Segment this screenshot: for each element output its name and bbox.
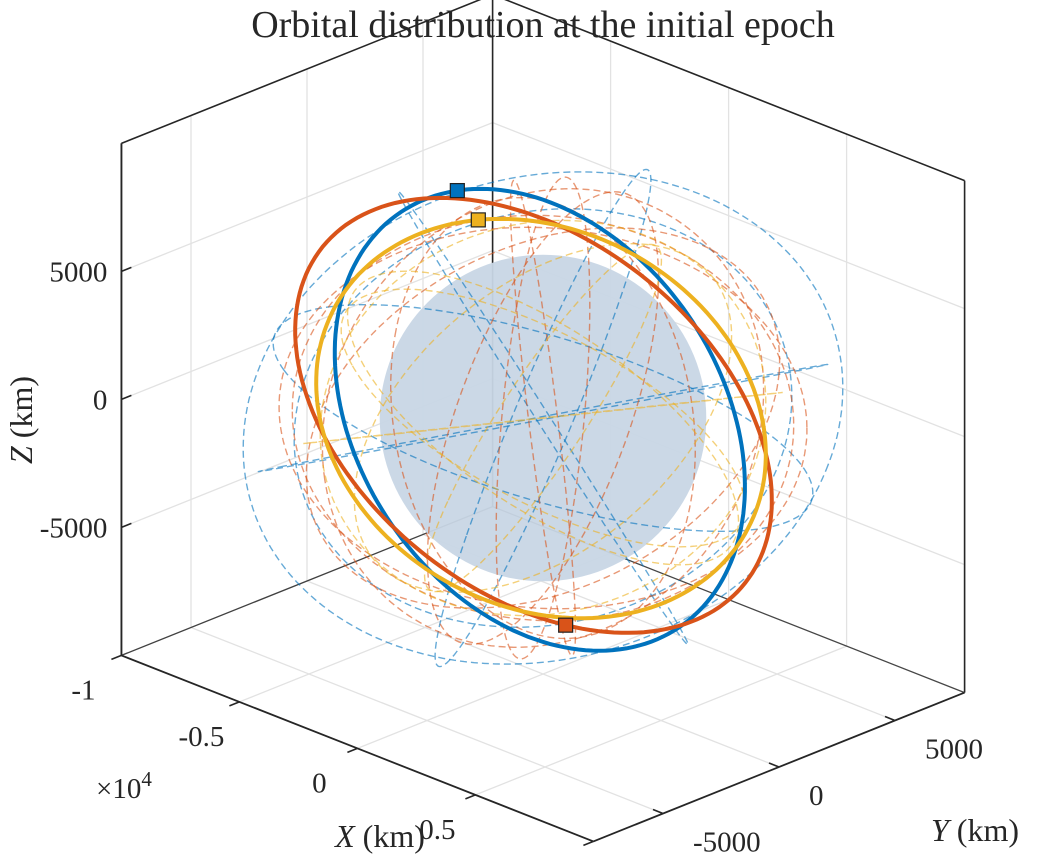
y-tick-label: 0 [809, 780, 824, 812]
grid-line [190, 626, 664, 815]
z-tick-label: 0 [93, 384, 108, 416]
z-tick [121, 522, 132, 529]
x-axis-label: X (km) [333, 818, 425, 854]
z-tick-label: -5000 [40, 512, 108, 544]
highlighted-orbit [314, 216, 768, 621]
x-tick-label: 0 [312, 767, 327, 799]
background-orbit [340, 288, 746, 548]
background-orbit [434, 168, 652, 668]
grid-line [121, 121, 493, 273]
background-orbit [303, 391, 783, 445]
background-orbit [305, 227, 781, 609]
y-axis-label: Y (km) [931, 812, 1019, 848]
y-tick-label: -5000 [693, 827, 761, 857]
satellite-marker [558, 617, 574, 633]
x-tick [229, 701, 240, 707]
background-orbit [293, 208, 793, 628]
background-orbit [291, 214, 795, 622]
background-orbit [321, 187, 765, 649]
background-orbit [257, 363, 829, 473]
background-orbit [242, 171, 844, 665]
satellite-marker [470, 212, 486, 228]
grid-line [492, 121, 965, 310]
x-tick-label: -1 [71, 674, 95, 706]
x-axis-line [121, 654, 594, 843]
y-tick-label: 5000 [925, 734, 983, 766]
background-orbit [495, 176, 591, 660]
background-orbit [397, 190, 689, 646]
tick-marks [111, 266, 896, 847]
z-tick [121, 266, 132, 273]
x-tick [111, 654, 122, 661]
satellite-marker [449, 182, 465, 199]
x-tick [465, 794, 476, 800]
y-tick [768, 762, 780, 768]
x-tick-label: -0.5 [178, 721, 224, 753]
y-tick [884, 715, 896, 722]
background-orbits [242, 168, 844, 668]
y-tick [652, 808, 664, 815]
background-orbit [319, 219, 767, 617]
background-orbit [426, 191, 660, 645]
highlighted-orbit [293, 195, 774, 635]
grid-line [121, 249, 493, 401]
x-tick [347, 747, 358, 754]
x-tick [583, 840, 594, 847]
background-orbit [353, 242, 733, 594]
background-orbit [423, 243, 663, 593]
box-edge [121, 0, 482, 145]
satellite-markers [449, 182, 574, 633]
grid-line [306, 580, 780, 768]
z-tick-label: 5000 [49, 256, 107, 288]
x-exponent-label: ×104 [96, 767, 152, 805]
chart-title: Orbital distribution at the initial epoc… [251, 4, 835, 46]
box-edge [504, 0, 965, 182]
z-tick [121, 394, 132, 401]
background-orbit [346, 270, 740, 566]
highlighted-orbit [332, 186, 747, 653]
z-axis-label: Z (km) [3, 376, 39, 464]
background-orbit [278, 226, 808, 610]
highlighted-orbits [293, 186, 774, 653]
x-tick-label: 0.5 [419, 814, 455, 846]
